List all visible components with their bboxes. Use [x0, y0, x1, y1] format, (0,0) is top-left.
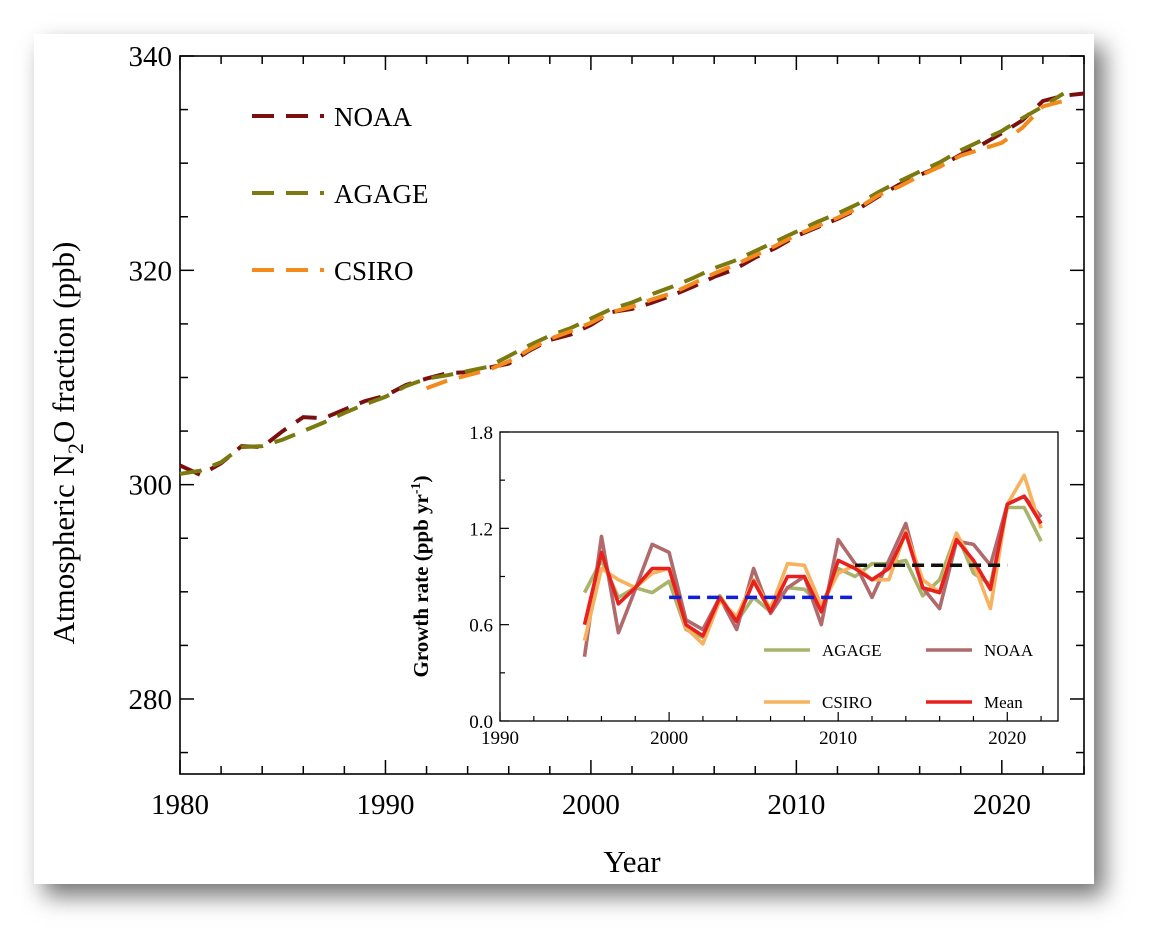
inset-x-tick-label: 2020: [988, 728, 1026, 749]
main-y-tick-label: 340: [129, 41, 173, 73]
inset-y-tick-label: 0.0: [469, 712, 493, 733]
inset-x-tick-label: 2000: [650, 728, 688, 749]
main-x-tick-label: 2010: [767, 789, 825, 821]
inset-series-group: [582, 473, 1043, 658]
main-x-tick-label: 1980: [151, 789, 209, 821]
inset-y-axis-label-part: ): [409, 475, 433, 482]
figure-canvas: 1980 1990 2000 2010 2020 280 300 320 340 Year Atmo…: [46, 41, 1085, 879]
main-series-line-noaa: [179, 91, 1085, 478]
figure-card: 1980 1990 2000 2010 2020 280 300 320 340 Year Atmo…: [34, 34, 1094, 884]
legend-label-noaa: NOAA: [334, 102, 412, 132]
main-x-tick-label: 2000: [562, 789, 620, 821]
main-y-tick-label: 320: [129, 255, 173, 287]
inset-legend-label-agage: AGAGE: [822, 641, 882, 660]
inset-y-tick-label: 0.6: [469, 616, 493, 637]
main-y-tick-label: 300: [129, 470, 173, 502]
main-y-axis-label-part: O fraction (ppb): [46, 242, 81, 443]
main-x-axis-label: Year: [603, 844, 661, 879]
main-y-axis-label-part: Atmospheric N: [46, 454, 81, 644]
inset-y-tick-label: 1.8: [469, 423, 493, 444]
inset-legend-label-noaa: NOAA: [984, 641, 1034, 660]
inset-y-axis-label-sup: -1: [409, 482, 424, 494]
main-series-line-agage: [179, 91, 1065, 476]
inset-x-tick-label: 2010: [819, 728, 857, 749]
inset-legend-label-mean: Mean: [984, 693, 1023, 712]
main-y-axis-label: Atmospheric N2O fraction (ppb): [46, 242, 88, 645]
inset-y-axis-label: Growth rate (ppb yr-1): [409, 475, 433, 677]
inset-series-line-noaa: [582, 494, 1043, 658]
legend-label-csiro: CSIRO: [334, 256, 414, 286]
main-x-tick-label: 1990: [356, 789, 414, 821]
inset-y-axis-label-part: Growth rate (ppb yr: [409, 494, 433, 677]
inset-y-tick-label: 1.2: [469, 519, 493, 540]
legend-label-agage: AGAGE: [334, 179, 429, 209]
inset-plot: 1990 2000 2010 2020 0.0 0.6 1.2 1.8 Growth rate …: [409, 423, 1059, 749]
main-x-tick-label: 2020: [973, 789, 1031, 821]
main-y-tick-label: 280: [129, 684, 173, 716]
main-plot: 1980 1990 2000 2010 2020 280 300 320 340 Year Atmo…: [46, 41, 1085, 879]
inset-x-tick-label: 1990: [481, 728, 519, 749]
main-y-axis-label-sub: 2: [63, 443, 88, 454]
inset-series-line-mean: [582, 494, 1043, 638]
inset-legend-label-csiro: CSIRO: [822, 693, 872, 712]
inset-plot-frame: [499, 431, 1059, 722]
main-series-line-csiro: [425, 99, 1065, 391]
